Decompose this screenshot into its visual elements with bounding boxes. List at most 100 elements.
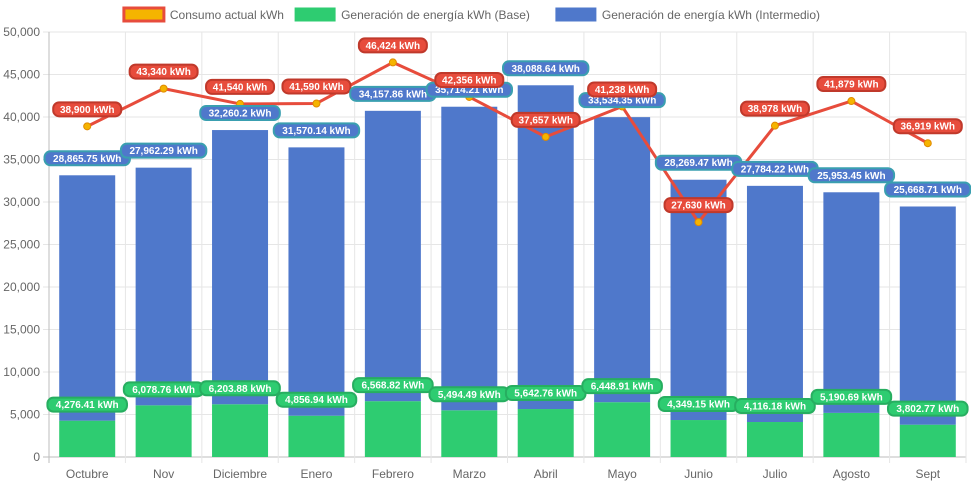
y-tick-label: 35,000: [3, 153, 40, 167]
consumption-point[interactable]: [159, 84, 168, 93]
label-intermedio: 32,260.2 kWh: [209, 109, 272, 120]
y-tick-label: 30,000: [3, 195, 40, 209]
bar-intermedio[interactable]: [135, 167, 192, 406]
x-tick-label: Mayo: [607, 467, 637, 481]
bar-base[interactable]: [746, 422, 803, 457]
y-tick-label: 10,000: [3, 365, 40, 379]
label-consumo: 36,919 kWh: [901, 122, 955, 133]
label-base: 3,802.77 kWh: [896, 404, 959, 415]
label-intermedio: 33,534.35 kWh: [588, 96, 656, 107]
label-consumo-bg: [128, 63, 199, 80]
x-tick-label: Nov: [153, 467, 174, 481]
bar-base[interactable]: [899, 424, 956, 457]
label-base: 4,116.18 kWh: [744, 402, 806, 413]
label-base: 5,190.69 kWh: [820, 392, 883, 403]
label-intermedio-bg: [119, 142, 208, 159]
consumption-point[interactable]: [770, 121, 779, 130]
label-consumo-bg: [357, 37, 428, 54]
label-consumo: 41,590 kWh: [289, 82, 343, 93]
consumption-line: [83, 58, 932, 227]
y-tick-label: 20,000: [3, 280, 40, 294]
bar-base[interactable]: [135, 405, 192, 457]
label-base: 5,642.76 kWh: [514, 389, 577, 400]
label-intermedio-bg: [884, 181, 971, 198]
label-consumo-bg: [663, 197, 734, 214]
bar-base[interactable]: [517, 409, 574, 457]
label-intermedio: 38,088.64 kWh: [512, 64, 580, 75]
bar-intermedio[interactable]: [212, 130, 269, 405]
label-intermedio: 27,962.29 kWh: [129, 146, 197, 157]
bar-base[interactable]: [59, 420, 116, 457]
bar-base[interactable]: [823, 412, 880, 457]
consumption-point[interactable]: [312, 99, 321, 108]
label-intermedio: 31,570.14 kWh: [282, 126, 350, 137]
bar-base[interactable]: [212, 404, 269, 457]
consumption-point[interactable]: [694, 218, 703, 227]
label-consumo: 41,238 kWh: [595, 85, 649, 96]
label-intermedio-bg: [807, 167, 896, 184]
label-base: 6,203.88 kWh: [209, 384, 272, 395]
label-consumo-bg: [892, 118, 963, 135]
label-intermedio: 27,784.22 kWh: [741, 164, 809, 175]
x-tick-label: Octubre: [66, 467, 109, 481]
label-consumo-bg: [52, 101, 123, 118]
label-consumo: 27,630 kWh: [671, 201, 725, 212]
label-consumo-bg: [205, 78, 276, 95]
y-tick-label: 45,000: [3, 68, 40, 82]
legend-label: Generación de energía kWh (Base): [341, 8, 530, 22]
legend-label: Generación de energía kWh (Intermedio): [602, 8, 820, 22]
bar-intermedio[interactable]: [899, 206, 956, 425]
label-base-bg: [581, 378, 663, 395]
label-consumo-bg: [816, 76, 887, 93]
label-intermedio-bg: [199, 105, 281, 122]
consumption-point[interactable]: [847, 97, 856, 106]
label-consumo: 41,540 kWh: [213, 82, 267, 93]
label-base: 6,448.91 kWh: [591, 382, 654, 393]
bar-intermedio[interactable]: [670, 179, 727, 421]
label-consumo: 37,657 kWh: [518, 115, 572, 126]
bar-intermedio[interactable]: [594, 117, 651, 403]
label-consumo: 38,900 kWh: [60, 105, 114, 116]
legend: Consumo actual kWh Generación de energía …: [122, 6, 820, 23]
label-base: 4,856.94 kWh: [285, 395, 348, 406]
label-consumo: 41,879 kWh: [824, 80, 878, 91]
consumption-point[interactable]: [541, 132, 550, 141]
label-consumo-bg: [281, 78, 352, 95]
label-consumo: 38,978 kWh: [748, 104, 802, 115]
label-base-bg: [275, 391, 358, 408]
label-consumo: 42,356 kWh: [442, 75, 496, 86]
y-tick-label: 5,000: [10, 408, 40, 422]
y-tick-label: 25,000: [3, 238, 40, 252]
bar-base[interactable]: [441, 410, 498, 457]
label-consumo: 43,340 kWh: [136, 67, 190, 78]
consumption-point[interactable]: [83, 122, 92, 131]
y-tick-label: 40,000: [3, 110, 40, 124]
consumption-point[interactable]: [923, 139, 932, 148]
bar-base[interactable]: [594, 402, 651, 457]
label-intermedio: 34,157.86 kWh: [359, 89, 427, 100]
bar-intermedio[interactable]: [441, 106, 498, 411]
bar-intermedio[interactable]: [364, 110, 421, 402]
x-tick-label: Febrero: [372, 467, 414, 481]
bar-intermedio[interactable]: [59, 175, 116, 421]
y-tick-label: 50,000: [3, 25, 40, 39]
label-base: 4,349.15 kWh: [667, 400, 730, 411]
legend-swatch[interactable]: [122, 6, 166, 23]
bar-intermedio[interactable]: [746, 185, 803, 423]
legend-swatch[interactable]: [555, 7, 597, 22]
bar-base[interactable]: [364, 401, 421, 457]
x-tick-label: Abril: [534, 467, 558, 481]
bar-base[interactable]: [670, 420, 727, 457]
label-base: 6,078.76 kWh: [132, 385, 195, 396]
label-intermedio: 28,269.47 kWh: [664, 158, 732, 169]
x-tick-label: Diciembre: [213, 467, 267, 481]
bar-intermedio[interactable]: [288, 147, 345, 416]
legend-label: Consumo actual kWh: [170, 8, 284, 22]
legend-swatch[interactable]: [294, 7, 336, 22]
label-consumo: 46,424 kWh: [366, 41, 420, 52]
y-tick-label: 0: [33, 450, 40, 464]
bar-base[interactable]: [288, 415, 345, 457]
consumption-point[interactable]: [388, 58, 397, 67]
consumption-line-path: [86, 60, 929, 224]
bar-intermedio[interactable]: [823, 192, 880, 413]
